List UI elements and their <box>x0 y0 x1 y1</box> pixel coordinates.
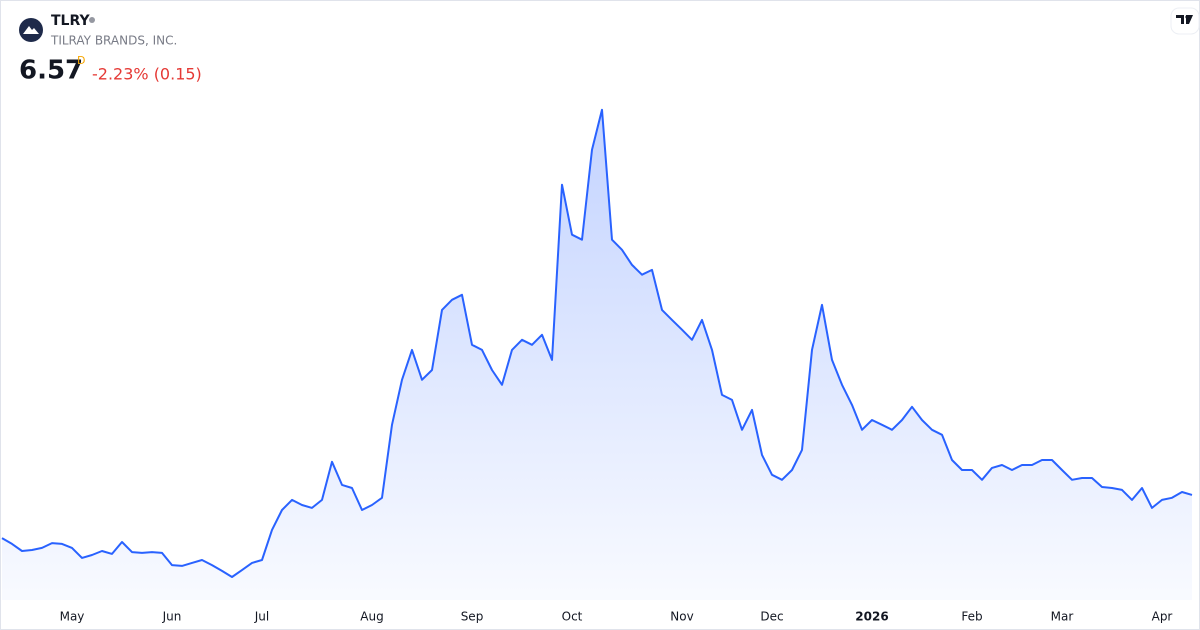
logo <box>19 18 43 42</box>
x-tick-label: Nov <box>670 610 693 624</box>
company-name: TILRAY BRANDS, INC. <box>50 34 177 48</box>
x-tick-label: Apr <box>1152 610 1173 624</box>
area-fill <box>2 109 1192 601</box>
price-line <box>1 108 1193 578</box>
x-tick-label: Aug <box>360 610 383 624</box>
x-tick-label: May <box>60 610 85 624</box>
price-flag: D <box>77 54 85 67</box>
symbol: TLRY <box>51 13 90 29</box>
x-tick-label: Sep <box>461 610 484 624</box>
x-tick-label: 2026 <box>855 610 888 624</box>
x-tick-label: Oct <box>562 610 583 624</box>
x-tick-label: Dec <box>760 610 783 624</box>
x-tick-label: Mar <box>1051 610 1074 624</box>
x-tick-label: Jun <box>162 610 182 624</box>
price-change: -2.23% (0.15) <box>92 65 202 84</box>
price: 6.57 <box>19 56 83 86</box>
brand-logo <box>1170 7 1200 35</box>
x-tick-label: Jul <box>254 610 269 624</box>
status-dot <box>89 17 95 23</box>
x-tick-label: Feb <box>961 610 982 624</box>
